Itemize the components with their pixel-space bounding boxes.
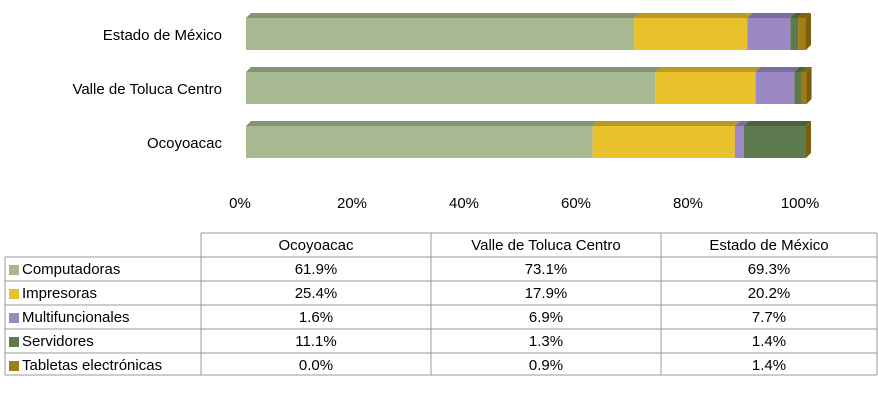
bar-top	[592, 121, 740, 126]
table-cell: 11.1%	[295, 333, 336, 350]
bar	[734, 126, 744, 158]
category-label: Valle de Toluca Centro	[72, 81, 222, 98]
bar-top	[798, 13, 811, 18]
table-cell: 1.4%	[752, 357, 786, 374]
bar	[743, 126, 806, 158]
category-label: Estado de México	[103, 27, 222, 44]
bar	[790, 18, 799, 50]
bar	[794, 72, 802, 104]
table-cell: 25.4%	[295, 285, 338, 302]
bar-top	[634, 13, 753, 18]
table-header: Ocoyoacac	[278, 237, 354, 254]
category-label: Ocoyoacac	[147, 135, 223, 152]
legend-swatch	[9, 265, 19, 275]
bar-side	[806, 121, 811, 158]
bar	[655, 72, 756, 104]
bar-top	[790, 13, 804, 18]
bar-top	[743, 121, 811, 126]
table-cell: 61.9%	[295, 261, 338, 278]
bar	[246, 72, 656, 104]
legend-swatch	[9, 313, 19, 323]
legend-label: Tabletas electrónicas	[22, 357, 162, 374]
bar	[246, 126, 593, 158]
legend-swatch	[9, 289, 19, 299]
bar	[798, 18, 806, 50]
table-cell: 7.7%	[752, 309, 786, 326]
bar	[747, 18, 791, 50]
x-tick-label: 80%	[673, 195, 703, 212]
table-cell: 6.9%	[529, 309, 563, 326]
bar-top	[655, 67, 761, 72]
bar-top	[246, 121, 598, 126]
bar-side	[806, 13, 811, 50]
bar	[755, 72, 795, 104]
bar	[801, 72, 807, 104]
x-tick-label: 40%	[449, 195, 479, 212]
bar-top	[246, 67, 661, 72]
legend-label: Impresoras	[22, 285, 97, 302]
table-cell: 0.0%	[299, 357, 333, 374]
bar	[246, 18, 635, 50]
x-tick-label: 100%	[781, 195, 819, 212]
x-tick-label: 0%	[229, 195, 251, 212]
bar	[592, 126, 735, 158]
bar	[634, 18, 748, 50]
x-tick-label: 60%	[561, 195, 591, 212]
table-cell: 73.1%	[525, 261, 568, 278]
bar-top	[246, 13, 640, 18]
table-cell: 17.9%	[525, 285, 568, 302]
bar-top	[755, 67, 800, 72]
bar-top	[794, 67, 807, 72]
table-cell: 0.9%	[529, 357, 563, 374]
legend-swatch	[9, 337, 19, 347]
table-cell: 20.2%	[748, 285, 791, 302]
table-cell: 1.4%	[752, 333, 786, 350]
table-header: Valle de Toluca Centro	[471, 237, 621, 254]
legend-label: Multifuncionales	[22, 309, 130, 326]
x-tick-label: 20%	[337, 195, 367, 212]
table-cell: 1.3%	[529, 333, 563, 350]
bar-top	[734, 121, 749, 126]
legend-label: Computadoras	[22, 261, 120, 278]
bar-top	[801, 67, 812, 72]
legend-swatch	[9, 361, 19, 371]
table-cell: 69.3%	[748, 261, 791, 278]
bar-top	[747, 13, 796, 18]
legend-label: Servidores	[22, 333, 94, 350]
bar-side	[806, 67, 812, 104]
table-cell: 1.6%	[299, 309, 333, 326]
table-header: Estado de México	[709, 237, 828, 254]
